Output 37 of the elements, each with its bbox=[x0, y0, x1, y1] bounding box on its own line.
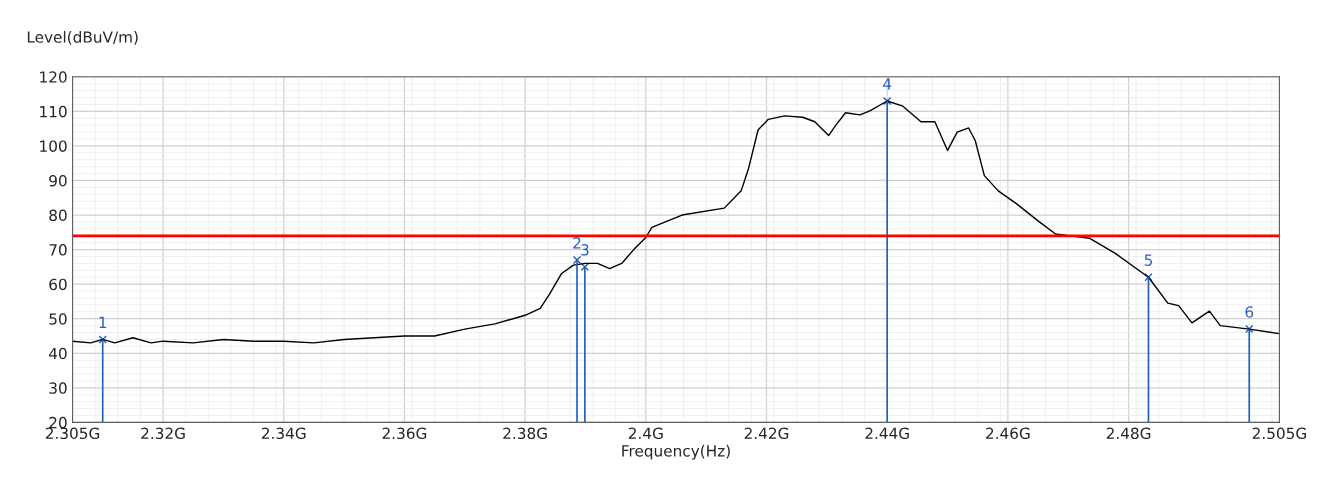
point bbox=[883, 96, 892, 106]
x-tick-label: 2.305G bbox=[45, 427, 100, 440]
x-tick-label: 2.34G bbox=[261, 427, 306, 440]
y-tick-label: 110 bbox=[40, 105, 67, 118]
y-tick-label: 40 bbox=[48, 347, 67, 360]
x-tick-label: 2.32G bbox=[141, 427, 185, 440]
line-series bbox=[72, 100, 1280, 344]
point bbox=[1245, 324, 1254, 334]
point bbox=[1144, 273, 1153, 282]
y-tick-label: 30 bbox=[49, 382, 67, 394]
x-tick-label: 2.48G bbox=[1106, 427, 1151, 440]
x-tick-label: 2.46G bbox=[986, 427, 1030, 440]
x-tick-label: 2.505G bbox=[1252, 427, 1306, 440]
x-tick-label: 2.38G bbox=[503, 427, 547, 440]
y-tick-label: 100 bbox=[40, 140, 67, 152]
x-axis-title: Frequency(Hz) bbox=[622, 444, 730, 460]
annotation: 3 bbox=[581, 244, 589, 256]
x-tick-label: 2.4G bbox=[628, 427, 663, 440]
x-tick-label: 2.44G bbox=[865, 427, 909, 440]
annotation: 6 bbox=[1245, 306, 1254, 318]
y-tick-label: 60 bbox=[49, 278, 67, 291]
y-tick-label: 90 bbox=[49, 174, 67, 187]
x-tick-label: 2.42G bbox=[744, 427, 789, 440]
annotation: 1 bbox=[99, 316, 107, 328]
annotation: 4 bbox=[883, 78, 892, 90]
y-tick-label: 50 bbox=[49, 313, 67, 325]
point bbox=[98, 335, 107, 344]
annotation: 2 bbox=[573, 237, 581, 249]
y-tick-label: 120 bbox=[40, 71, 67, 83]
y-tick-label: 80 bbox=[49, 209, 67, 222]
point bbox=[580, 262, 590, 272]
annotation: 5 bbox=[1144, 254, 1153, 266]
y-tick-label: 70 bbox=[49, 244, 67, 256]
y-axis-title: Level(dBuV/m) bbox=[27, 31, 138, 45]
point bbox=[572, 255, 582, 265]
y-tick-label: 20 bbox=[49, 416, 67, 429]
x-tick-label: 2.36G bbox=[382, 427, 427, 440]
